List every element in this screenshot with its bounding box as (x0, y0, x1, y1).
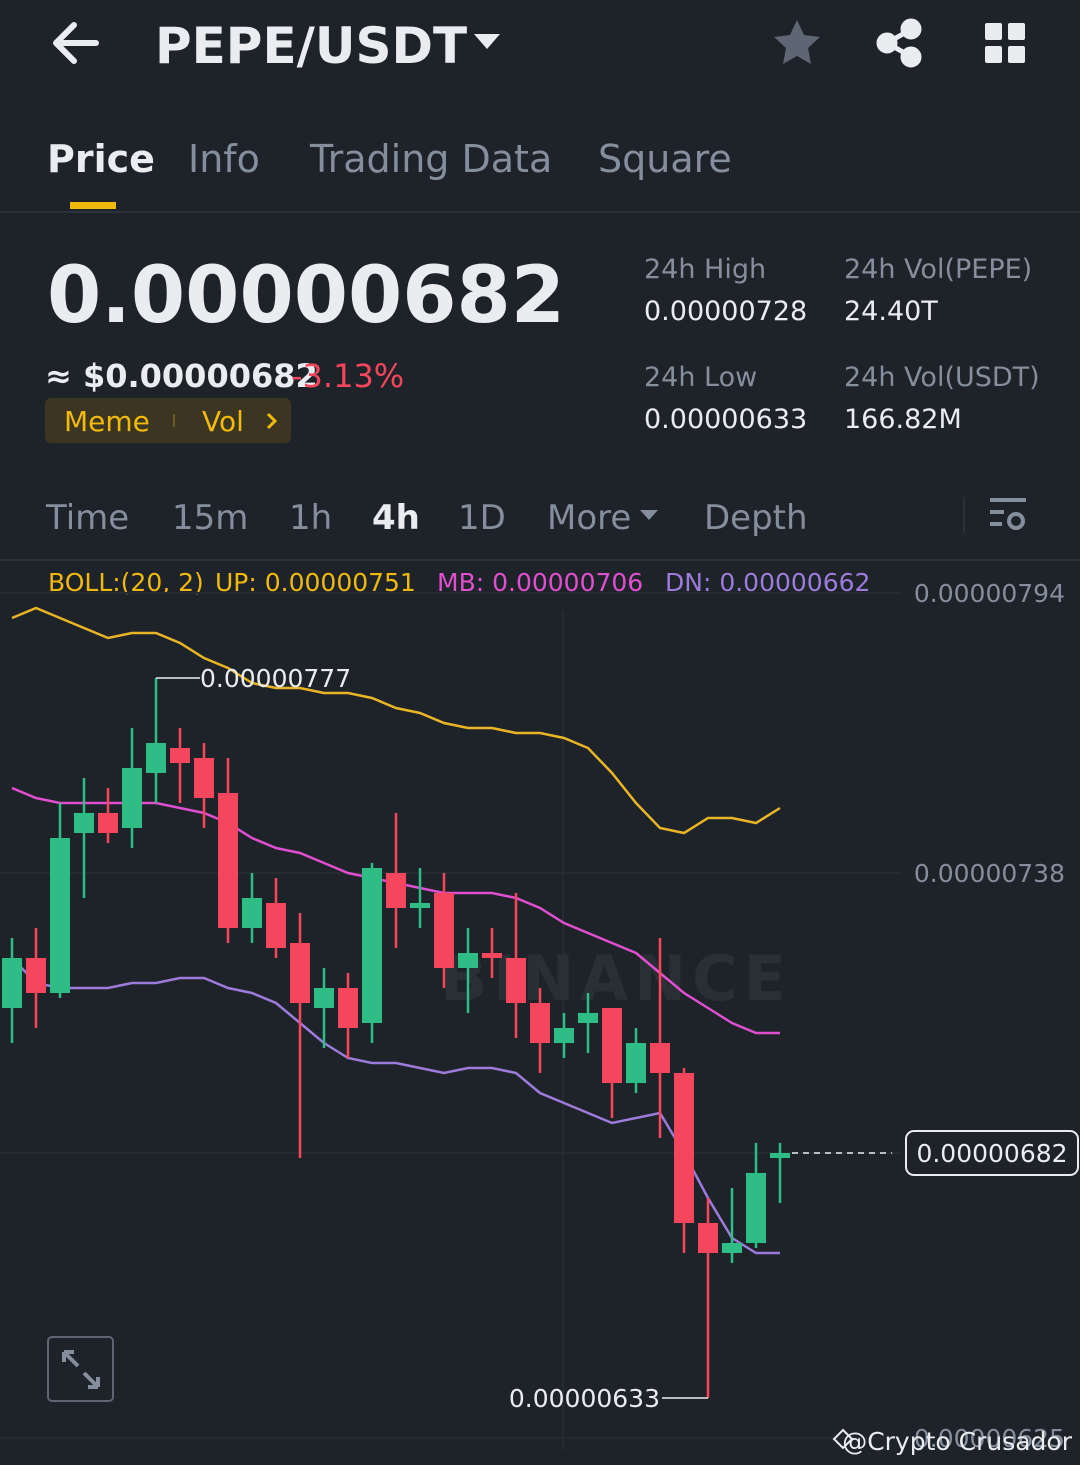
candle-body (74, 813, 94, 833)
interval[interactable]: Time (45, 498, 129, 538)
back-button[interactable] (53, 22, 99, 64)
tag[interactable]: Vol (202, 405, 244, 438)
stat-value: 0.00000633 (644, 404, 807, 435)
y-tick-label: 0.00000625 (914, 1424, 1065, 1453)
candle-body (746, 1173, 766, 1243)
candle-body (194, 758, 214, 798)
candle-body (98, 813, 118, 833)
interval[interactable]: 4h (372, 498, 420, 538)
stat-label: 24h Vol(PEPE) (844, 254, 1032, 285)
pair-title[interactable]: PEPE/USDT (155, 17, 467, 75)
candle-body (602, 1008, 622, 1083)
candle-body (698, 1223, 718, 1253)
interval[interactable]: More (547, 498, 631, 538)
more-dropdown[interactable] (640, 510, 658, 520)
candle-body (218, 793, 238, 928)
candle-body (242, 898, 262, 928)
stat-value: 24.40T (844, 296, 938, 327)
candle-body (290, 943, 310, 1003)
tab[interactable]: Info (188, 137, 260, 181)
candle-body (170, 748, 190, 763)
y-tick-label: 0.00000794 (914, 579, 1065, 608)
candle-body (530, 1003, 550, 1043)
candle-body (650, 1043, 670, 1073)
credit-icon (832, 1428, 854, 1450)
tag[interactable]: Meme (64, 405, 150, 438)
stat-label: 24h Vol(USDT) (844, 362, 1040, 393)
candle-body (314, 988, 334, 1008)
price-change: -3.13% (291, 357, 404, 395)
chart-settings[interactable] (990, 498, 1026, 530)
candle-body (506, 958, 526, 1003)
interval[interactable]: Depth (704, 498, 808, 538)
high-label: 0.00000777 (200, 664, 351, 693)
low-label: 0.00000633 (509, 1384, 660, 1413)
candle-body (554, 1028, 574, 1043)
interval[interactable]: 1D (458, 498, 506, 538)
tab[interactable]: Square (598, 137, 732, 181)
candle-body (2, 958, 22, 1008)
tab[interactable]: Price (47, 137, 155, 181)
usd-price: ≈ $0.00000682 (45, 357, 318, 395)
share-button[interactable] (876, 18, 922, 68)
last-price-box (905, 1130, 1079, 1176)
candle-body (338, 988, 358, 1028)
credit: @Crypto Crusador (842, 1427, 1073, 1456)
stat-value: 0.00000728 (644, 296, 807, 327)
tab-indicator (70, 202, 116, 209)
grid-menu[interactable] (985, 23, 1025, 63)
tag-arrow (266, 412, 278, 430)
tab[interactable]: Trading Data (309, 137, 552, 181)
candle-body (50, 838, 70, 993)
bollinger-band (11, 957, 780, 1255)
tag-box[interactable] (45, 398, 291, 443)
interval[interactable]: 1h (289, 498, 332, 538)
candle-body (458, 953, 478, 968)
candle-body (482, 953, 502, 958)
stat-value: 166.82M (844, 404, 962, 435)
candle-body (26, 958, 46, 993)
stat-label: 24h Low (644, 362, 757, 393)
candle-body (266, 903, 286, 948)
candle-body (722, 1243, 742, 1253)
interval[interactable]: 15m (172, 498, 248, 538)
y-tick-label: 0.00000738 (914, 859, 1065, 888)
candle-body (770, 1153, 790, 1158)
candle-body (122, 768, 142, 828)
expand-button[interactable] (47, 1336, 114, 1402)
candle-body (146, 743, 166, 773)
last-price-label: 0.00000682 (916, 1139, 1067, 1168)
favorite-star[interactable] (774, 20, 820, 64)
stat-label: 24h High (644, 254, 766, 285)
pair-dropdown[interactable] (474, 34, 500, 49)
bollinger-band (11, 606, 781, 835)
candle-body (362, 868, 382, 1023)
last-price: 0.00000682 (47, 251, 565, 341)
candle-body (626, 1043, 646, 1083)
candle-body (434, 893, 454, 968)
candle-body (410, 903, 430, 908)
candle-body (386, 873, 406, 908)
candle-body (578, 1013, 598, 1023)
candle-body (674, 1073, 694, 1223)
